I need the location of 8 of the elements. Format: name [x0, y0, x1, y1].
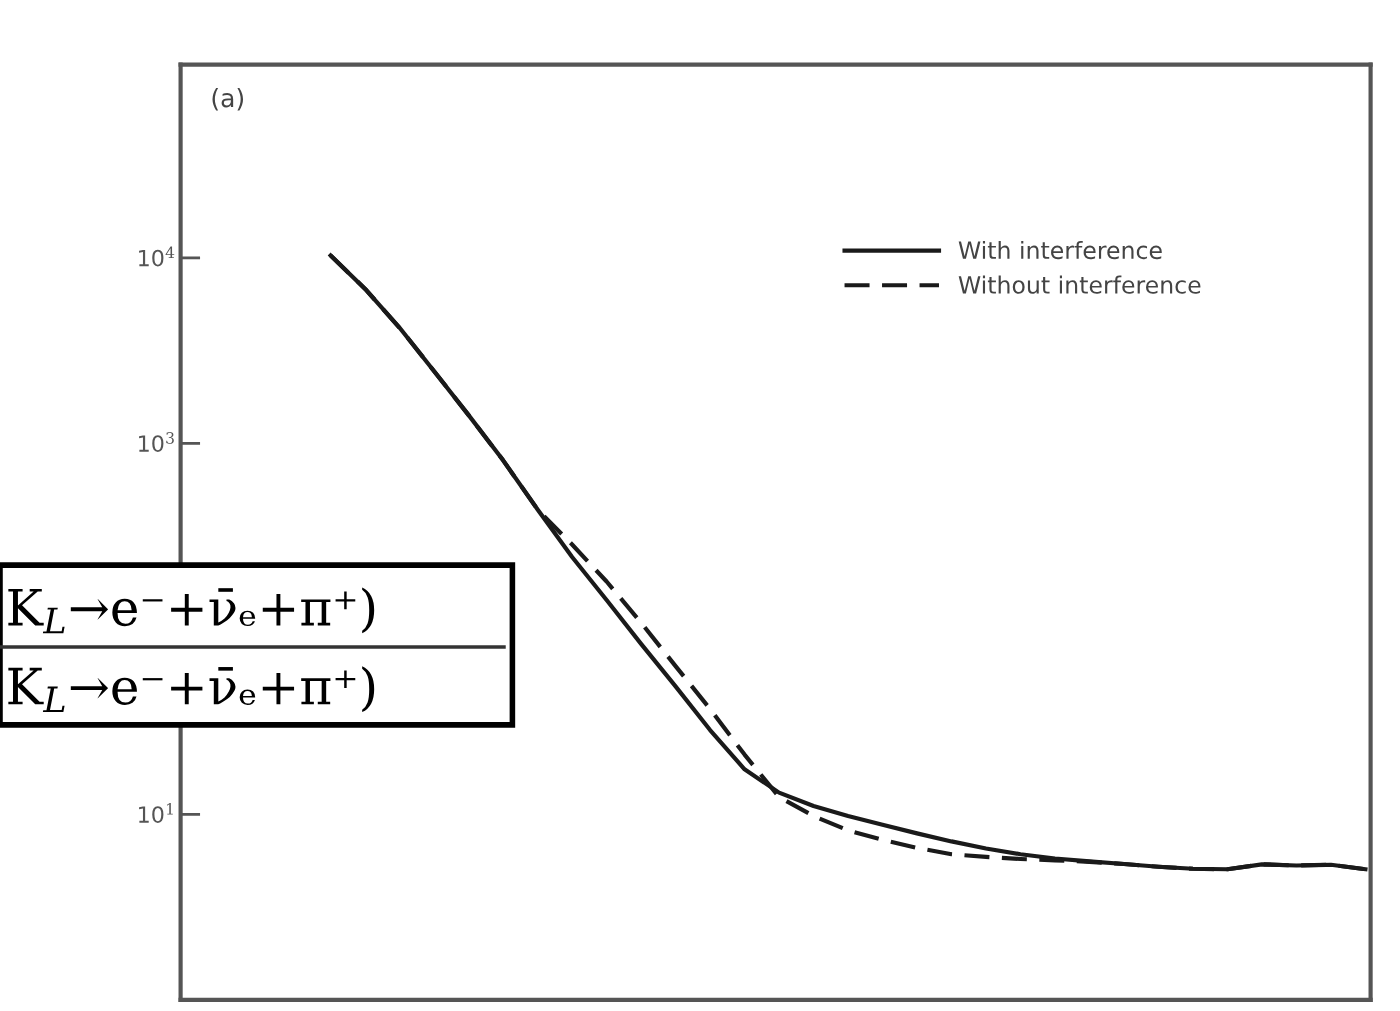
annotation: K$_{L}$→e⁻+ν̄ₑ+π⁺) — [8, 587, 375, 634]
legend-label: With interference — [958, 240, 1162, 260]
y-tick-label: 10$^{1}$ — [139, 803, 173, 823]
text: (a) — [212, 88, 244, 111]
legend-label: Without interference — [958, 275, 1201, 294]
y-tick-label: 10$^{4}$ — [139, 246, 175, 267]
annotation: K$_{L}$→e⁻+ν̄ₑ+π⁺) — [8, 666, 375, 713]
y-tick-label: 10$^{3}$ — [139, 432, 174, 452]
